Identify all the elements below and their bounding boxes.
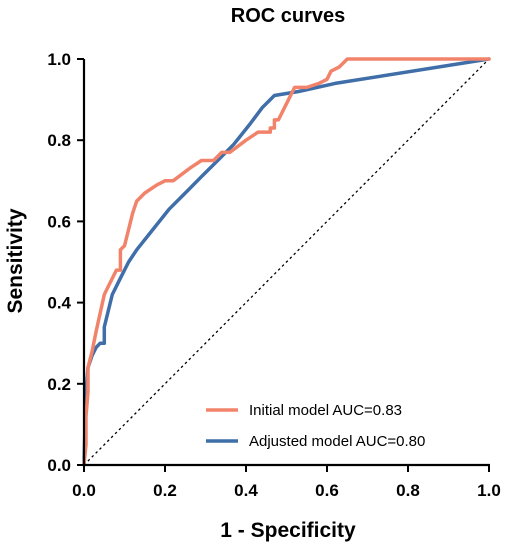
x-tick-label: 0.0 [72, 481, 96, 500]
legend: Initial model AUC=0.83 Adjusted model AU… [206, 402, 425, 450]
x-axis-ticks: 0.0 0.2 0.4 0.6 0.8 1.0 [72, 465, 501, 500]
series-line-initial-model [82, 57, 491, 467]
y-tick-label: 0.4 [47, 294, 71, 313]
y-tick-label: 0.8 [47, 131, 71, 150]
legend-item-adjusted-model: Adjusted model AUC=0.80 [206, 433, 425, 450]
y-tick-label: 0.6 [47, 212, 71, 231]
y-axis-label: Sensitivity [4, 208, 27, 313]
x-tick-label: 0.8 [396, 481, 420, 500]
legend-item-initial-model: Initial model AUC=0.83 [206, 402, 402, 419]
legend-label: Adjusted model AUC=0.80 [249, 433, 425, 450]
x-tick-label: 0.4 [234, 481, 258, 500]
y-tick-label: 0.0 [47, 456, 71, 475]
y-tick-label: 0.2 [47, 375, 71, 394]
y-axis-ticks: 0.0 0.2 0.4 0.6 0.8 1.0 [47, 50, 84, 475]
legend-label: Initial model AUC=0.83 [249, 402, 402, 419]
series-group [82, 57, 491, 467]
x-tick-label: 1.0 [477, 481, 501, 500]
x-tick-label: 0.6 [315, 481, 339, 500]
x-axis-label: 1 - Specificity [220, 519, 356, 542]
x-tick-label: 0.2 [153, 481, 177, 500]
reference-diagonal-line [83, 58, 490, 466]
chart-title: ROC curves [231, 5, 346, 27]
plot-area: 0.0 0.2 0.4 0.6 0.8 1.0 0.0 0.2 0.4 0.6 0.8 1.0 [47, 50, 500, 500]
y-tick-label: 1.0 [47, 50, 71, 69]
